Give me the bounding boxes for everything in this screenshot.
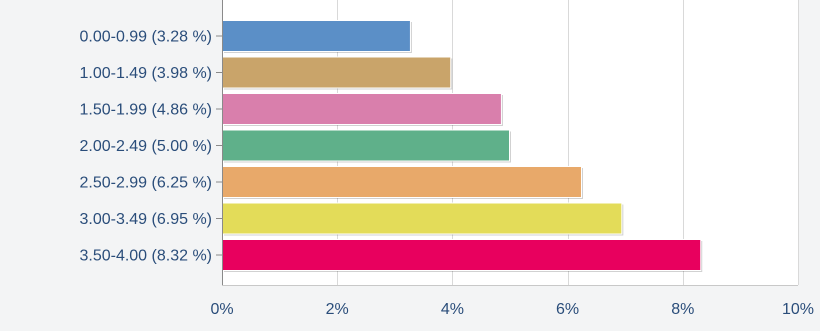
bar[interactable] (222, 20, 411, 52)
category-labels: 0.00-0.99 (3.28 %) 1.00-1.49 (3.98 %) 1.50… (79, 29, 222, 265)
category-label: 0.00-0.99 (3.28 %) (79, 29, 212, 46)
bar[interactable] (222, 129, 510, 162)
bar[interactable] (222, 166, 582, 198)
x-tick-label: 0% (210, 301, 233, 318)
bar[interactable] (222, 93, 502, 125)
category-label: 1.00-1.49 (3.98 %) (79, 65, 212, 82)
category-label: 1.50-1.99 (4.86 %) (79, 102, 212, 119)
bar[interactable] (222, 202, 623, 235)
x-tick-label: 6% (556, 301, 579, 318)
category-label: 3.00-3.49 (6.95 %) (79, 211, 212, 228)
category-label: 2.00-2.49 (5.00 %) (79, 138, 212, 155)
x-tick-label: 8% (671, 301, 694, 318)
category-label: 3.50-4.00 (8.32 %) (79, 248, 212, 265)
bar[interactable] (222, 239, 702, 271)
x-tick-label: 10% (782, 301, 814, 318)
bar[interactable] (222, 56, 452, 89)
x-axis-ticks: 0% 2% 4% 6% 8% 10% (210, 301, 814, 318)
x-tick-label: 4% (441, 301, 464, 318)
category-label: 2.50-2.99 (6.25 %) (79, 175, 212, 192)
x-tick-label: 2% (326, 301, 349, 318)
bars (222, 20, 703, 272)
